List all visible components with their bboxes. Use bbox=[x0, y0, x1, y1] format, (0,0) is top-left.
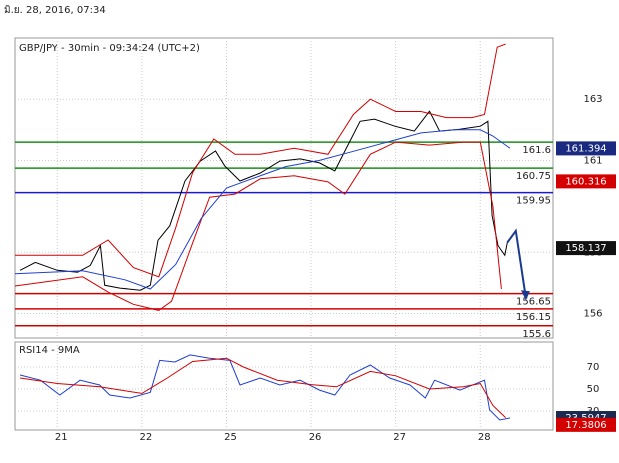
level-label: 160.75 bbox=[516, 171, 551, 182]
rsi-title: RSI14 - 9MA bbox=[19, 345, 80, 356]
x-tick-label: 26 bbox=[309, 432, 322, 443]
date-header: มิ.ย. 28, 2016, 07:34 bbox=[4, 5, 106, 16]
chart-title: GBP/JPY - 30min - 09:34:24 (UTC+2) bbox=[19, 43, 200, 54]
value-box bbox=[556, 417, 616, 432]
value-box bbox=[556, 241, 616, 256]
x-tick-label: 21 bbox=[55, 432, 68, 443]
projection-arrowhead bbox=[520, 290, 530, 301]
y-tick-label: 70 bbox=[587, 362, 600, 373]
y-tick-label: 156 bbox=[583, 309, 602, 320]
series-line bbox=[14, 141, 502, 311]
level-label: 159.95 bbox=[516, 196, 551, 207]
level-label: 161.6 bbox=[522, 145, 551, 156]
x-tick-label: 25 bbox=[224, 432, 237, 443]
x-tick-label: 27 bbox=[393, 432, 406, 443]
series-line bbox=[15, 43, 506, 278]
value-box-label: 158.137 bbox=[565, 243, 606, 254]
value-box-label: 161.394 bbox=[565, 143, 606, 154]
y-tick-label: 163 bbox=[583, 94, 602, 105]
y-tick-label: 161 bbox=[583, 155, 602, 166]
y-tick-label: 50 bbox=[587, 384, 600, 395]
value-box bbox=[556, 141, 616, 156]
value-box-label: 160.316 bbox=[565, 176, 606, 187]
series-line bbox=[19, 110, 508, 291]
series-line bbox=[506, 228, 527, 299]
series-line bbox=[20, 357, 506, 418]
rsi-panel bbox=[14, 341, 554, 431]
x-tick-label: 22 bbox=[140, 432, 153, 443]
value-box bbox=[556, 174, 616, 189]
x-tick-label: 28 bbox=[478, 432, 491, 443]
price-panel bbox=[14, 37, 554, 339]
series-line bbox=[14, 129, 511, 290]
value-box-label: 17.3806 bbox=[565, 420, 606, 431]
series-line bbox=[19, 354, 510, 421]
level-label: 155.6 bbox=[522, 329, 551, 340]
level-label: 156.15 bbox=[516, 312, 551, 323]
level-label: 156.65 bbox=[516, 297, 551, 308]
